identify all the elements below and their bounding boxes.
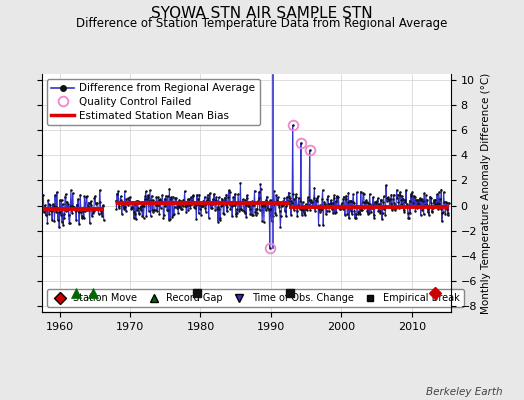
Text: Difference of Station Temperature Data from Regional Average: Difference of Station Temperature Data f… — [77, 17, 447, 30]
Legend: Station Move, Record Gap, Time of Obs. Change, Empirical Break: Station Move, Record Gap, Time of Obs. C… — [47, 289, 464, 307]
Text: SYOWA STN AIR SAMPLE STN: SYOWA STN AIR SAMPLE STN — [151, 6, 373, 21]
Text: Berkeley Earth: Berkeley Earth — [427, 387, 503, 397]
Y-axis label: Monthly Temperature Anomaly Difference (°C): Monthly Temperature Anomaly Difference (… — [481, 72, 491, 314]
